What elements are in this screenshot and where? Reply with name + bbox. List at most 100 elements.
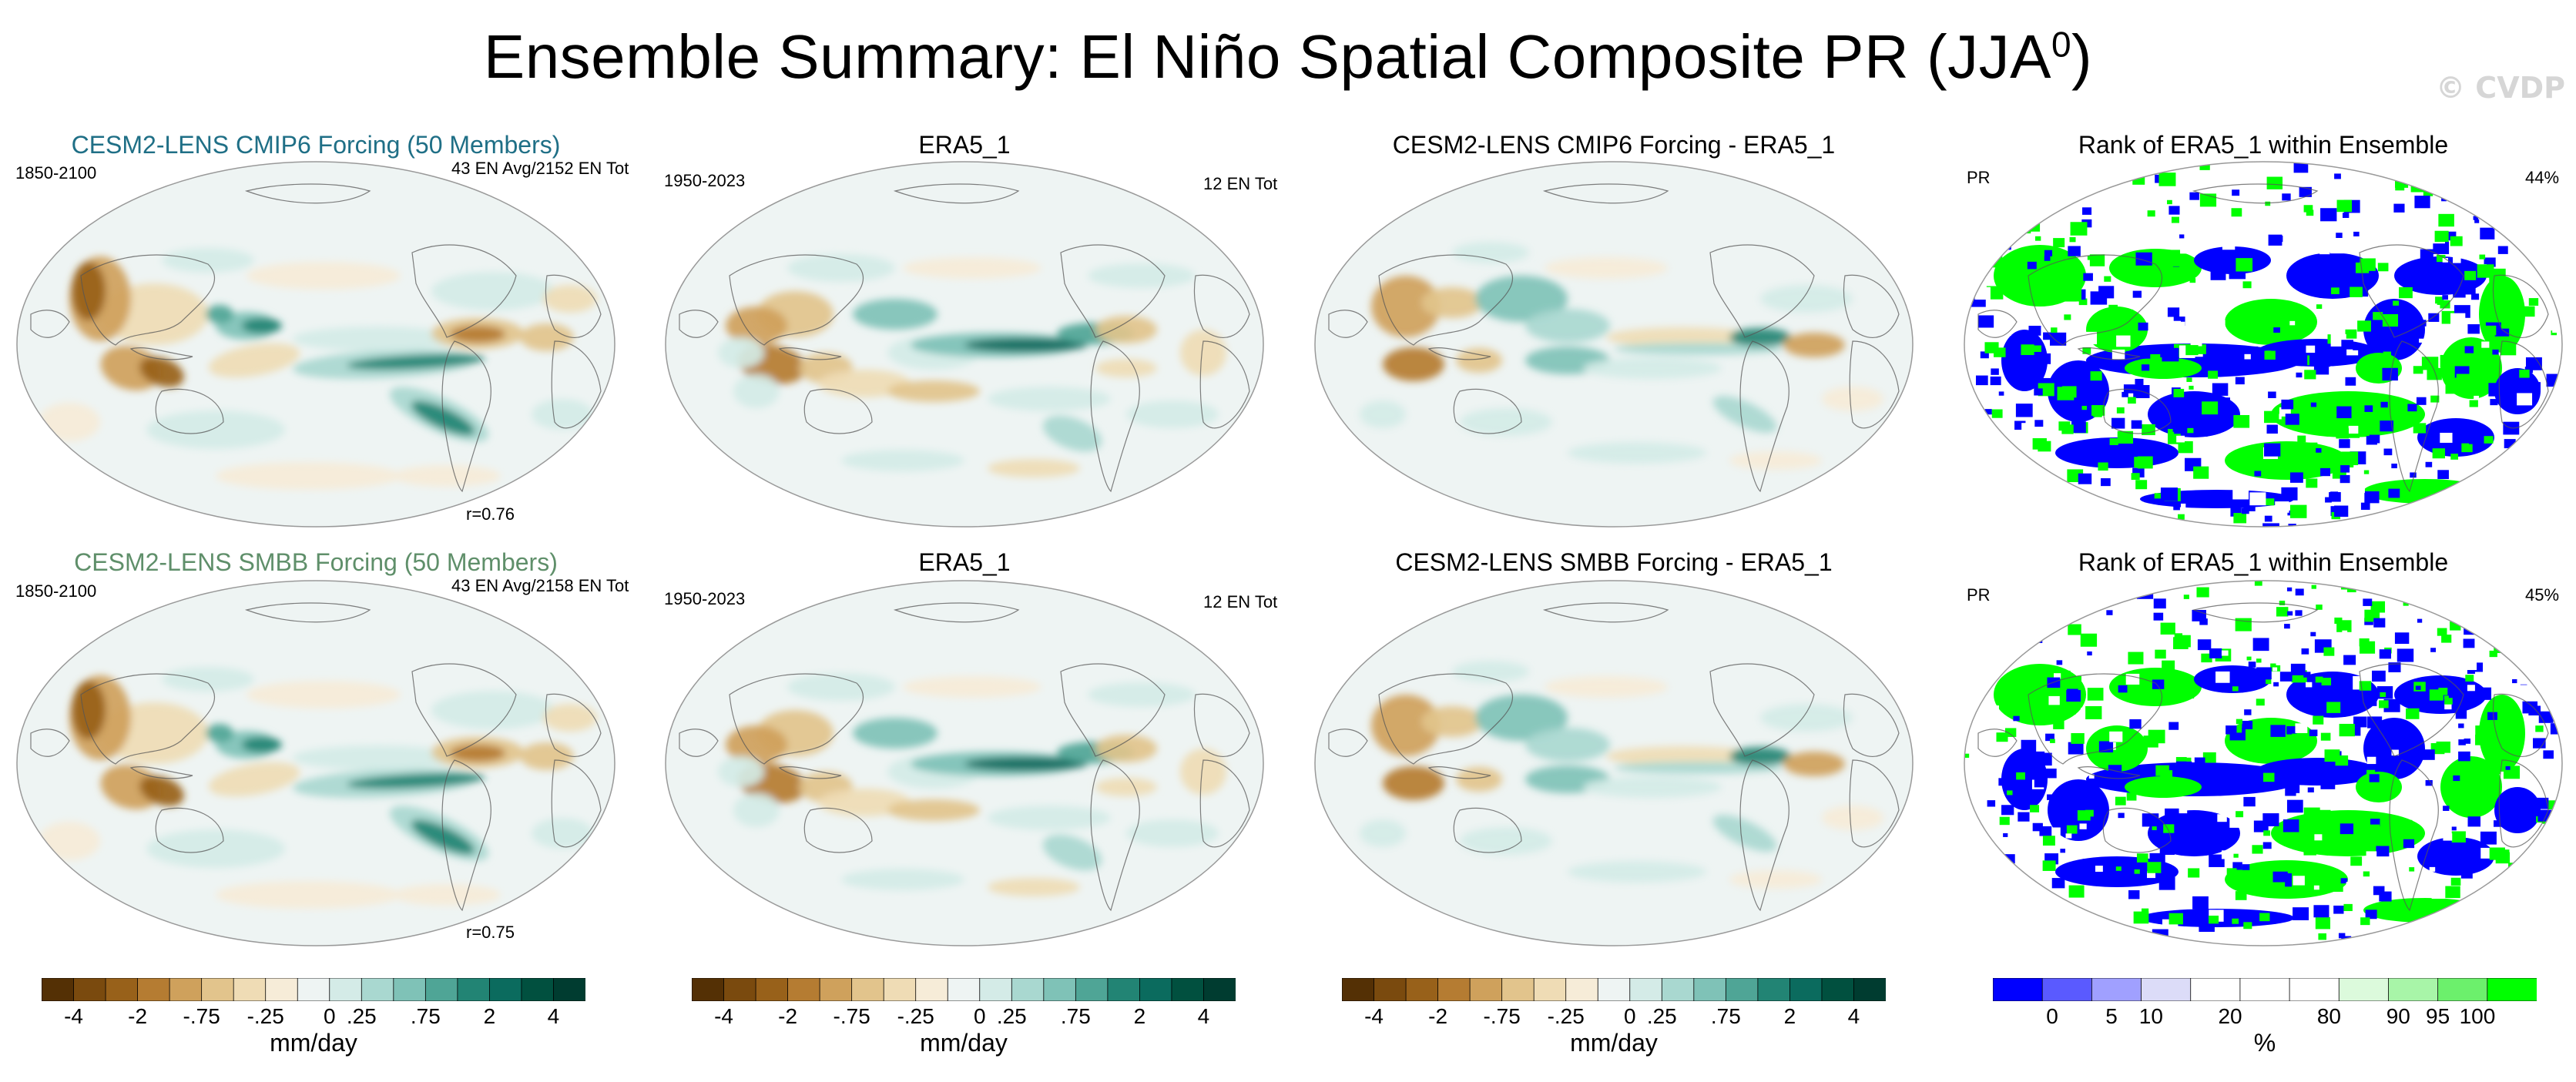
rank-cell	[2172, 266, 2188, 280]
rank-cell	[2295, 588, 2304, 596]
rank-cell	[2071, 421, 2086, 434]
anomaly-region	[206, 724, 233, 742]
rank-cell	[2071, 675, 2081, 685]
rank-cell	[2467, 685, 2475, 692]
rank-cell	[2557, 934, 2562, 939]
rank-cell	[2464, 270, 2477, 280]
rank-cell	[2369, 774, 2380, 782]
rank-cell	[2309, 729, 2318, 736]
rank-cell	[2141, 364, 2150, 371]
rank-cell	[2453, 775, 2460, 782]
rank-cell	[2487, 206, 2492, 210]
rank-cell	[2544, 926, 2555, 935]
rank-cell	[2329, 317, 2340, 326]
colorbar-tick-label: 2	[483, 1004, 496, 1028]
rank-cell	[2325, 497, 2332, 503]
rank-cell	[2451, 826, 2457, 831]
rank-cell	[2561, 302, 2562, 313]
coastline	[1378, 254, 1514, 346]
rank-cell	[2373, 886, 2385, 896]
rank-cell	[2547, 925, 2558, 934]
rank-cell	[2051, 878, 2065, 889]
anomaly-region	[903, 676, 1041, 698]
rank-cell	[2158, 173, 2176, 186]
rank-cell	[2153, 598, 2166, 609]
rank-cell	[2413, 591, 2429, 603]
rank-cell	[2303, 205, 2313, 213]
colorbar-tick-label: -2	[128, 1004, 148, 1028]
colorbar-swatch	[755, 978, 789, 1001]
anomaly-region	[1095, 359, 1157, 377]
rank-cell	[2104, 276, 2111, 282]
rank-cell	[2199, 430, 2208, 437]
rank-cell	[2360, 162, 2371, 169]
panel-title-smbb: CESM2-LENS SMBB Forcing (50 Members)	[74, 548, 558, 576]
correlation-label: r=0.75	[466, 923, 515, 942]
rank-cell	[2554, 203, 2562, 211]
rank-cell	[2443, 806, 2450, 811]
rank-cell	[2447, 518, 2454, 524]
rank-cell	[2235, 891, 2247, 900]
coastline	[2077, 766, 2141, 779]
anomaly-region	[520, 323, 574, 351]
panel-title-obs: ERA5_1	[918, 548, 1011, 576]
rank-cell	[2524, 221, 2541, 234]
anomaly-region	[1783, 333, 1845, 357]
en-count-label: 43 EN Avg/2158 EN Tot	[451, 576, 629, 595]
rank-cell	[2331, 287, 2340, 294]
colorbar-swatch	[1171, 978, 1205, 1001]
rank-cell	[2445, 383, 2459, 394]
rank-cell	[2289, 504, 2307, 518]
rank-cell	[2319, 246, 2330, 255]
rank-cell	[2199, 618, 2208, 625]
rank-cell	[2341, 451, 2359, 466]
anomaly-region	[520, 742, 574, 770]
rank-cell	[2442, 257, 2448, 263]
anomaly-region	[1460, 827, 1552, 855]
colorbar-swatch	[137, 978, 171, 1001]
rank-cell	[2134, 869, 2140, 874]
coastline	[729, 254, 864, 346]
rank-cell	[2324, 749, 2340, 762]
rank-cell	[2410, 472, 2417, 478]
rank-cell	[2082, 347, 2091, 354]
anomaly-region	[1729, 870, 1822, 889]
rank-cell	[2290, 663, 2306, 675]
colorbar-tick-label: -4	[714, 1004, 733, 1028]
anomaly-region	[208, 343, 300, 378]
rank-cell	[2075, 395, 2086, 404]
rank-cell	[2372, 670, 2386, 682]
rank-cell	[2383, 448, 2393, 456]
rank-cell	[2513, 601, 2521, 609]
coastline	[411, 244, 517, 338]
rank-cell	[2187, 427, 2194, 434]
rank-cell	[2551, 661, 2559, 668]
rank-cell	[2338, 933, 2346, 939]
rank-cell	[2431, 204, 2440, 211]
rank-cell	[2286, 725, 2297, 735]
rank-cell	[2340, 465, 2350, 473]
rank-cell	[2198, 834, 2204, 839]
coastline	[1709, 244, 1815, 338]
rank-cell	[2316, 304, 2323, 310]
rank-cell	[2343, 903, 2353, 912]
rank-cell	[2539, 871, 2550, 879]
rank-cell	[2460, 869, 2473, 879]
rank-cell	[2095, 866, 2103, 873]
rank-cell	[2363, 598, 2373, 606]
rank-cell	[2365, 787, 2371, 792]
rank-cell	[2551, 393, 2562, 402]
rank-cell	[2082, 859, 2089, 864]
rank-cell	[2266, 326, 2272, 330]
rank-cell	[2222, 831, 2227, 836]
rank-cell	[2174, 633, 2183, 640]
rank-cell	[2284, 624, 2290, 629]
rank-cell	[2201, 417, 2212, 427]
rank-cell	[2009, 162, 2022, 171]
rank-cell	[2034, 779, 2045, 788]
rank-cell	[2221, 850, 2232, 859]
rank-cell	[2098, 741, 2114, 753]
rank-cell	[2062, 488, 2071, 495]
colorbar-swatch	[521, 978, 555, 1001]
anomaly-region	[718, 337, 764, 368]
